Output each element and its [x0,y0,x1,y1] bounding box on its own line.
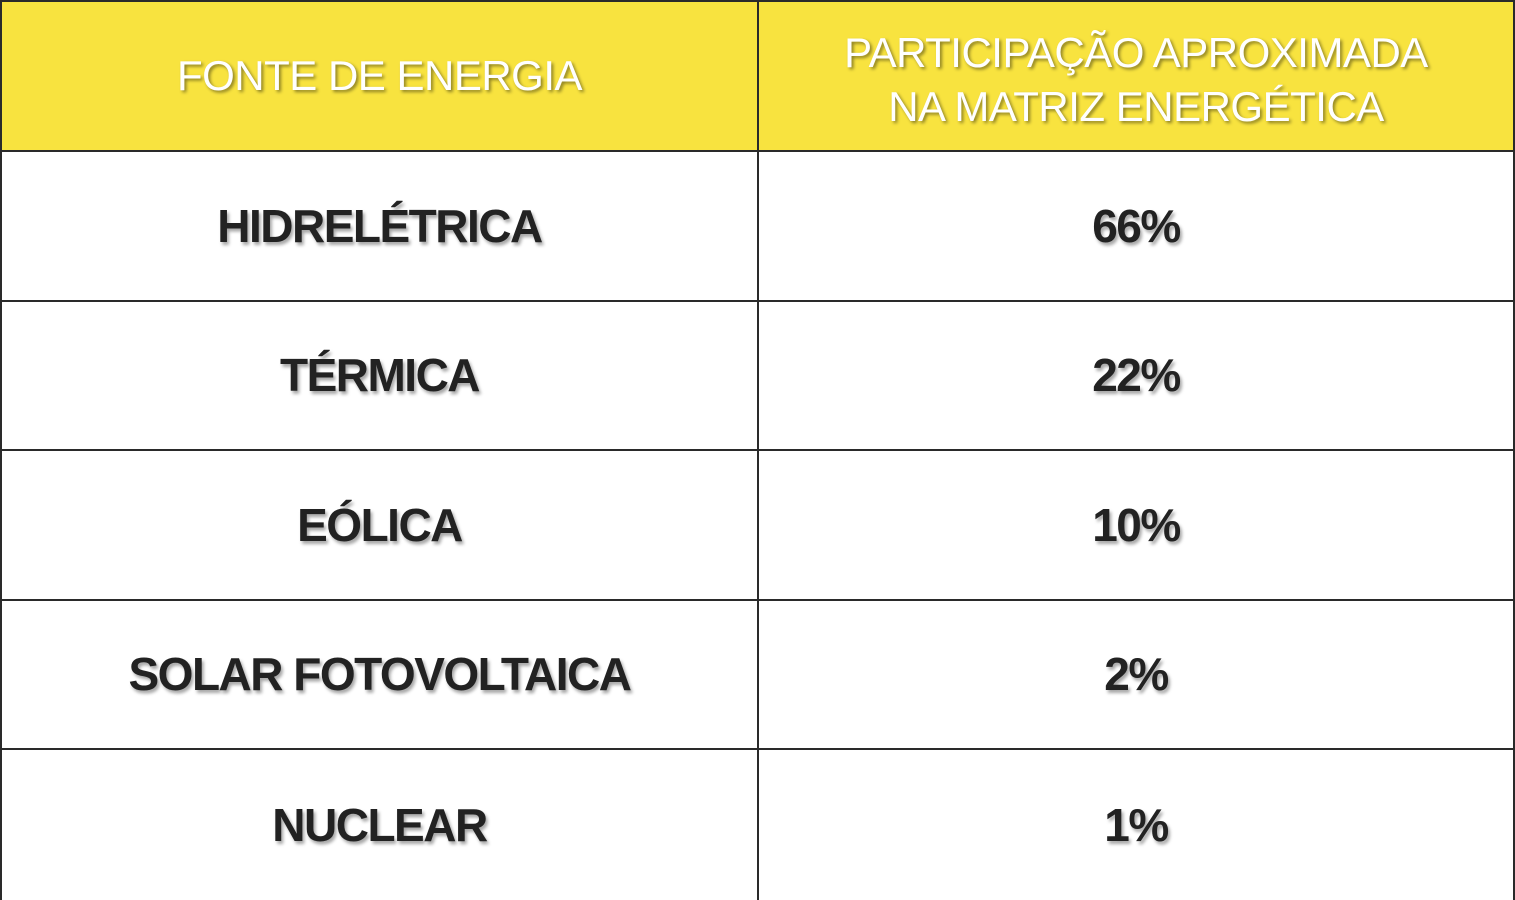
header-label-participacao-line1: PARTICIPAÇÃO APROXIMADA [844,29,1428,76]
cell-participacao: 2% [759,601,1513,749]
cell-fonte: EÓLICA [2,451,759,599]
table-row: NUCLEAR 1% [2,750,1513,900]
cell-fonte: SOLAR FOTOVOLTAICA [2,600,759,748]
table-row: EÓLICA 10% [2,451,1513,601]
participacao-value: 10% [1092,498,1181,551]
fonte-label: HIDRELÉTRICA [217,199,543,252]
cell-fonte: HIDRELÉTRICA [2,152,759,300]
participacao-value: 66% [1092,199,1181,252]
cell-participacao: 22% [759,302,1513,450]
table-row: TÉRMICA 22% [2,301,1513,451]
header-label-participacao: PARTICIPAÇÃO APROXIMADA NA MATRIZ ENERGÉ… [844,20,1428,132]
table-row: SOLAR FOTOVOLTAICA 2% [2,600,1513,750]
header-cell-fonte: FONTE DE ENERGIA [2,2,759,150]
fonte-label: NUCLEAR [272,798,488,851]
table-header-row: FONTE DE ENERGIA PARTICIPAÇÃO APROXIMADA… [2,2,1513,152]
fonte-label: SOLAR FOTOVOLTAICA [128,648,632,701]
fonte-label: TÉRMICA [279,349,481,402]
cell-fonte: NUCLEAR [2,750,759,900]
header-label-participacao-line2: NA MATRIZ ENERGÉTICA [888,83,1384,130]
participacao-value: 2% [1104,648,1169,701]
header-cell-participacao: PARTICIPAÇÃO APROXIMADA NA MATRIZ ENERGÉ… [759,2,1513,150]
participacao-value: 1% [1104,798,1169,851]
table-row: HIDRELÉTRICA 66% [2,152,1513,302]
fonte-label: EÓLICA [297,498,463,551]
cell-participacao: 1% [759,750,1513,900]
participacao-value: 22% [1092,349,1181,402]
cell-participacao: 66% [759,152,1513,300]
header-label-fonte: FONTE DE ENERGIA [176,52,583,99]
cell-participacao: 10% [759,451,1513,599]
cell-fonte: TÉRMICA [2,301,759,449]
